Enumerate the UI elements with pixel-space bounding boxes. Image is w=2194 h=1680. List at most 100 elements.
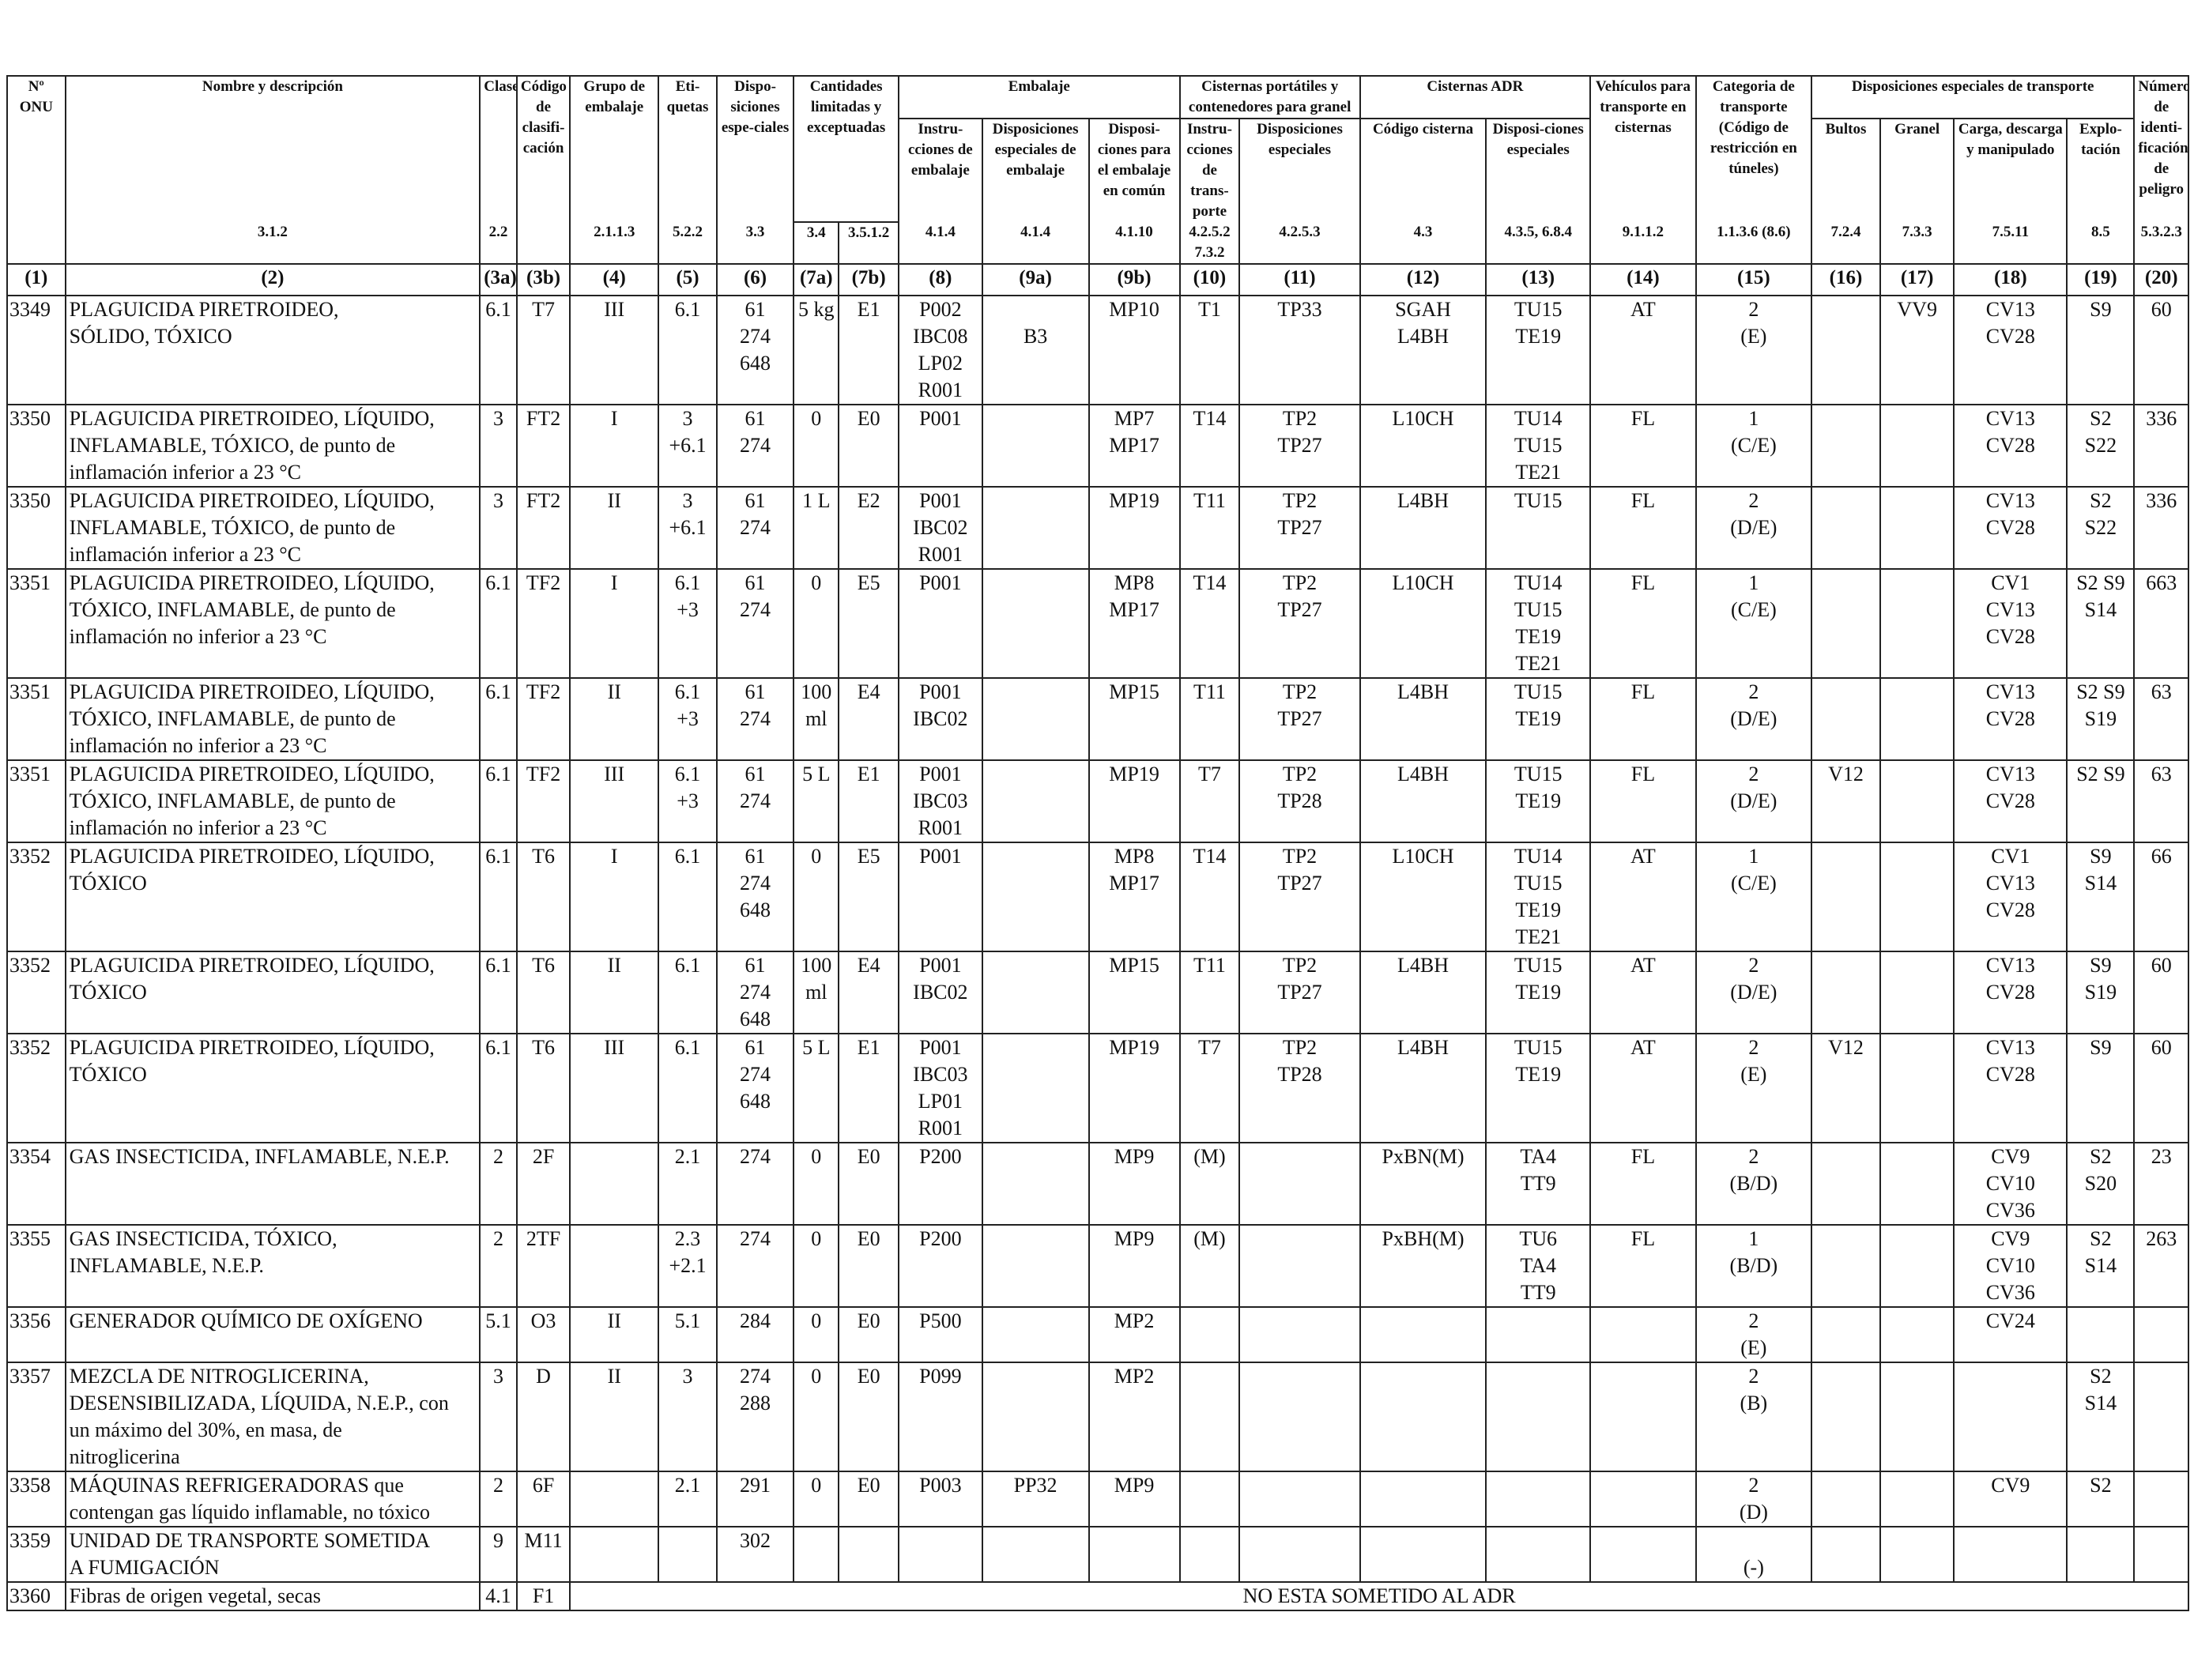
packages-provisions-cell bbox=[1810, 486, 1882, 570]
class-cell: 2 bbox=[479, 1224, 518, 1308]
special-packing-provisions-cell bbox=[981, 1306, 1090, 1363]
header-c3a: Clase bbox=[479, 75, 518, 222]
operation-cell: S2 S9 bbox=[2066, 759, 2136, 843]
packing-instructions-cell: P002 IBC08 LP02 R001 bbox=[897, 295, 983, 405]
ref-c7b: 3.5.1.2 bbox=[838, 221, 899, 265]
portable-tank-instructions-cell bbox=[1178, 1362, 1241, 1472]
portable-tank-provisions-cell: TP33 bbox=[1238, 295, 1361, 405]
labels-cell: 6.1 bbox=[658, 951, 718, 1034]
un-number-cell: 3355 bbox=[6, 1224, 66, 1308]
ref-c9a: 4.1.4 bbox=[981, 222, 1090, 265]
special-packing-provisions-cell bbox=[981, 404, 1090, 488]
portable-tank-provisions-cell: TP2 TP27 bbox=[1238, 951, 1361, 1034]
hazard-id-number-cell bbox=[2133, 1526, 2189, 1583]
tank-provisions-cell bbox=[1485, 1306, 1592, 1363]
transport-category-cell: 2 (E) bbox=[1695, 295, 1812, 405]
excepted-quantity-cell: E1 bbox=[838, 1033, 899, 1143]
special-provisions-cell: 61 274 648 bbox=[715, 842, 795, 952]
column-number: (9b) bbox=[1088, 263, 1181, 296]
packages-provisions-cell: V12 bbox=[1810, 759, 1882, 843]
header-c9a: Disposiciones especiales de embalaje bbox=[981, 118, 1090, 222]
classification-code-cell: 2TF bbox=[515, 1224, 571, 1308]
packing-group-cell: II bbox=[569, 677, 660, 761]
tank-provisions-cell: TA4 TT9 bbox=[1485, 1142, 1592, 1226]
header-c20: Número de identi-ficación de peligro bbox=[2133, 75, 2189, 222]
limited-quantity-cell: 0 bbox=[793, 568, 840, 679]
special-provisions-cell: 302 bbox=[715, 1526, 795, 1583]
name-cell: PLAGUICIDA PIRETROIDEO, LÍQUIDO, INFLAMA… bbox=[64, 486, 481, 570]
packages-provisions-cell bbox=[1810, 951, 1882, 1034]
special-packing-provisions-cell bbox=[981, 1142, 1090, 1226]
loading-handling-cell: CV13 CV28 bbox=[1953, 1033, 2068, 1143]
classification-code-cell: F1 bbox=[515, 1581, 571, 1611]
tank-code-cell: L10CH bbox=[1359, 404, 1487, 488]
packing-instructions-cell bbox=[897, 1526, 983, 1583]
ref-c6: 3.3 bbox=[715, 222, 795, 265]
packing-instructions-cell: P001 bbox=[897, 842, 983, 952]
excepted-quantity-cell: E0 bbox=[838, 1471, 899, 1527]
name-cell: PLAGUICIDA PIRETROIDEO, LÍQUIDO, TÓXICO,… bbox=[64, 568, 481, 679]
name-cell: GENERADOR QUÍMICO DE OXÍGENO bbox=[64, 1306, 481, 1363]
hazard-id-number-cell: 60 bbox=[2133, 295, 2189, 405]
special-packing-provisions-cell bbox=[981, 951, 1090, 1034]
mixed-packing-cell: MP8 MP17 bbox=[1088, 842, 1181, 952]
special-provisions-cell: 61 274 bbox=[715, 486, 795, 570]
operation-cell: S2 S20 bbox=[2066, 1142, 2136, 1226]
portable-tank-provisions-cell bbox=[1238, 1224, 1361, 1308]
tank-provisions-cell: TU15 TE19 bbox=[1485, 951, 1592, 1034]
header-c14: Vehículos para transporte en cisternas bbox=[1589, 75, 1697, 222]
bulk-provisions-cell bbox=[1879, 1471, 1955, 1527]
packages-provisions-cell bbox=[1810, 1306, 1882, 1363]
special-provisions-cell: 274 bbox=[715, 1224, 795, 1308]
transport-category-cell: 1 (C/E) bbox=[1695, 568, 1812, 679]
labels-cell: 3 bbox=[658, 1362, 718, 1472]
limited-quantity-cell: 1 L bbox=[793, 486, 840, 570]
header-group-embalaje: Embalaje bbox=[897, 75, 1181, 119]
limited-quantity-cell: 0 bbox=[793, 1142, 840, 1226]
column-number: (13) bbox=[1485, 263, 1592, 296]
classification-code-cell: 2F bbox=[515, 1142, 571, 1226]
special-packing-provisions-cell bbox=[981, 486, 1090, 570]
special-packing-provisions-cell: PP32 bbox=[981, 1471, 1090, 1527]
table-row: 3352 PLAGUICIDA PIRETROIDEO, LÍQUIDO, TÓX… bbox=[6, 951, 2189, 1034]
portable-tank-provisions-cell: TP2 TP27 bbox=[1238, 486, 1361, 570]
tank-provisions-cell: TU14 TU15 TE19 TE21 bbox=[1485, 842, 1592, 952]
tank-vehicle-cell: AT bbox=[1589, 1033, 1697, 1143]
column-number: (15) bbox=[1695, 263, 1812, 296]
tank-code-cell bbox=[1359, 1471, 1487, 1527]
classification-code-cell: M11 bbox=[515, 1526, 571, 1583]
column-number: (7a) bbox=[793, 263, 840, 296]
column-number: (20) bbox=[2133, 263, 2189, 296]
packing-group-cell: III bbox=[569, 1033, 660, 1143]
packing-group-cell: III bbox=[569, 295, 660, 405]
ref-c13: 4.3.5, 6.8.4 bbox=[1485, 222, 1592, 265]
loading-handling-cell bbox=[1953, 1526, 2068, 1583]
transport-category-cell: 2 (D) bbox=[1695, 1471, 1812, 1527]
ref-c16: 7.2.4 bbox=[1810, 222, 1882, 265]
name-cell: MÁQUINAS REFRIGERADORAS que contengan ga… bbox=[64, 1471, 481, 1527]
packages-provisions-cell bbox=[1810, 295, 1882, 405]
portable-tank-instructions-cell: T11 bbox=[1178, 677, 1241, 761]
table-last-row-group: 3360 Fibras de origen vegetal, secas 4.1… bbox=[6, 1581, 2189, 1611]
excepted-quantity-cell: E1 bbox=[838, 759, 899, 843]
tank-provisions-cell bbox=[1485, 1526, 1592, 1583]
portable-tank-provisions-cell: TP2 TP27 bbox=[1238, 842, 1361, 952]
name-cell: GAS INSECTICIDA, INFLAMABLE, N.E.P. bbox=[64, 1142, 481, 1226]
tank-provisions-cell: TU15 TE19 bbox=[1485, 1033, 1592, 1143]
portable-tank-instructions-cell: T7 bbox=[1178, 759, 1241, 843]
packing-instructions-cell: P001 IBC02 bbox=[897, 951, 983, 1034]
packing-instructions-cell: P099 bbox=[897, 1362, 983, 1472]
un-number-cell: 3354 bbox=[6, 1142, 66, 1226]
classification-code-cell: T7 bbox=[515, 295, 571, 405]
operation-cell: S2 S9 S19 bbox=[2066, 677, 2136, 761]
column-number: (11) bbox=[1238, 263, 1361, 296]
column-number: (8) bbox=[897, 263, 983, 296]
class-cell: 5.1 bbox=[479, 1306, 518, 1363]
tank-code-cell: SGAH L4BH bbox=[1359, 295, 1487, 405]
tank-vehicle-cell bbox=[1589, 1471, 1697, 1527]
classification-code-cell: O3 bbox=[515, 1306, 571, 1363]
hazard-id-number-cell bbox=[2133, 1362, 2189, 1472]
header-c8: Instru-cciones de embalaje bbox=[897, 118, 983, 222]
transport-category-cell: 2 (D/E) bbox=[1695, 951, 1812, 1034]
classification-code-cell: FT2 bbox=[515, 486, 571, 570]
